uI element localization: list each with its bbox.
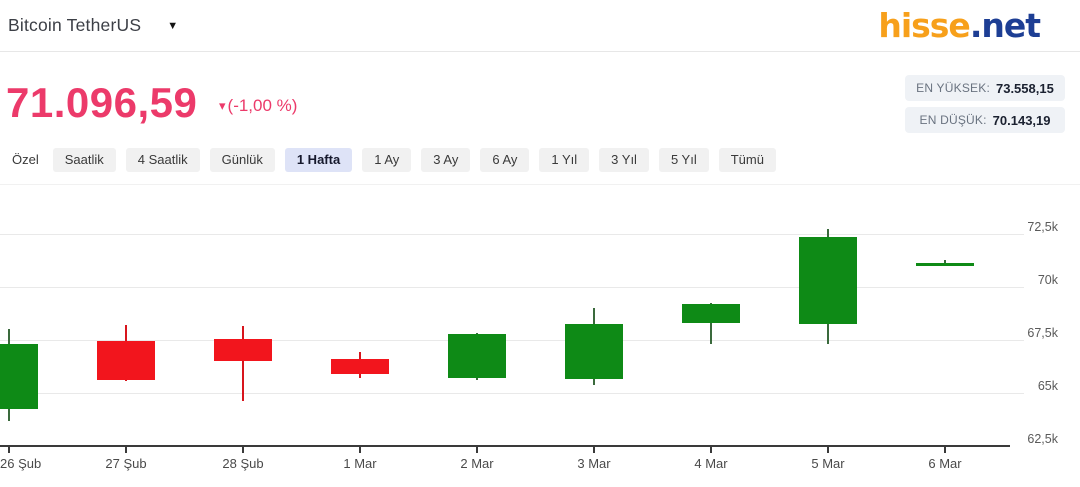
candle-9[interactable]	[916, 262, 974, 266]
candle-3[interactable]	[214, 338, 272, 362]
symbol-selector[interactable]: Bitcoin TetherUS ▼	[8, 15, 178, 36]
x-tick	[944, 445, 946, 453]
x-tick	[827, 445, 829, 453]
high-value: 73.558,15	[995, 80, 1054, 96]
gridline-67,5k	[0, 340, 1024, 341]
tab-8[interactable]: 6 Ay	[480, 148, 530, 172]
y-tick-label: 62,5k	[1027, 432, 1058, 446]
x-tick	[8, 445, 10, 453]
low-badge: EN DÜŞÜK: 70.143,19	[905, 107, 1065, 133]
x-tick-label: 6 Mar	[928, 456, 962, 471]
x-tick-label: 1 Mar	[343, 456, 377, 471]
x-tick-label: 2 Mar	[460, 456, 494, 471]
low-value: 70.143,19	[992, 112, 1051, 128]
tab-11[interactable]: 5 Yıl	[658, 148, 709, 172]
price-change: ▾ (-1,00 %)	[219, 96, 297, 116]
candle-1[interactable]	[0, 344, 38, 409]
candle-wick-7	[710, 302, 712, 345]
x-tick-label: 26 Şub	[0, 456, 42, 471]
high-badge: EN YÜKSEK: 73.558,15	[905, 75, 1065, 101]
page-title: Bitcoin TetherUS	[8, 15, 142, 35]
divider	[0, 184, 1080, 185]
x-tick	[476, 445, 478, 453]
candle-5[interactable]	[448, 334, 506, 379]
y-tick-label: 65k	[1037, 379, 1058, 393]
x-tick	[593, 445, 595, 453]
x-tick	[710, 445, 712, 453]
logo-part-orange: hisse	[878, 6, 970, 45]
down-triangle-icon: ▾	[219, 98, 226, 113]
x-axis-line	[0, 445, 1010, 447]
candle-6[interactable]	[565, 324, 623, 379]
x-tick-label: 27 Şub	[105, 456, 147, 471]
range-tabs: Özel Saatlik 4 Saatlik Günlük 1 Hafta 1 Ay 3 A…	[8, 148, 776, 172]
candle-7[interactable]	[682, 303, 740, 324]
chevron-down-icon: ▼	[167, 19, 179, 32]
y-tick-label: 67,5k	[1027, 326, 1058, 340]
tab-1[interactable]: Özel	[12, 152, 39, 167]
tab-4[interactable]: Günlük	[209, 148, 275, 172]
tab-7[interactable]: 3 Ay	[421, 148, 471, 172]
high-label: EN YÜKSEK:	[916, 81, 990, 95]
low-label: EN DÜŞÜK:	[919, 113, 987, 127]
y-tick-label: 72,5k	[1027, 220, 1058, 234]
gridline-65k	[0, 393, 1024, 394]
tab-2[interactable]: Saatlik	[52, 148, 116, 172]
x-tick-label: 4 Mar	[694, 456, 728, 471]
tab-3[interactable]: 4 Saatlik	[125, 148, 200, 172]
tab-5[interactable]: 1 Hafta	[284, 148, 353, 172]
header: Bitcoin TetherUS ▼ hisse.net	[0, 0, 1080, 52]
gridline-72,5k	[0, 234, 1024, 235]
x-tick	[242, 445, 244, 453]
candle-wick-9	[944, 259, 946, 266]
tab-6[interactable]: 1 Ay	[362, 148, 412, 172]
tab-10[interactable]: 3 Yıl	[599, 148, 649, 172]
y-tick-label: 70k	[1037, 273, 1058, 287]
candle-8[interactable]	[799, 237, 857, 325]
candle-wick-3	[242, 326, 244, 402]
candle-4[interactable]	[331, 359, 389, 374]
x-tick	[125, 445, 127, 453]
logo-part-blue: .net	[969, 6, 1041, 45]
tab-12[interactable]: Tümü	[718, 148, 776, 172]
candlestick-chart: 26 Şub 27 Şub 28 Şub 1 Mar 2 Mar 3 Mar 4 Mar 5 …	[0, 190, 1080, 487]
x-tick-label: 28 Şub	[222, 456, 264, 471]
x-tick	[359, 445, 361, 453]
x-tick-label: 5 Mar	[811, 456, 845, 471]
candle-2[interactable]	[97, 341, 155, 380]
price-change-text: (-1,00 %)	[227, 96, 298, 115]
gridline-70k	[0, 287, 1024, 288]
site-logo[interactable]: hisse.net	[878, 6, 1041, 45]
chart-plot-area	[0, 190, 1010, 447]
x-tick-label: 3 Mar	[577, 456, 611, 471]
tab-9[interactable]: 1 Yıl	[539, 148, 590, 172]
last-price: 71.096,59	[6, 79, 198, 126]
